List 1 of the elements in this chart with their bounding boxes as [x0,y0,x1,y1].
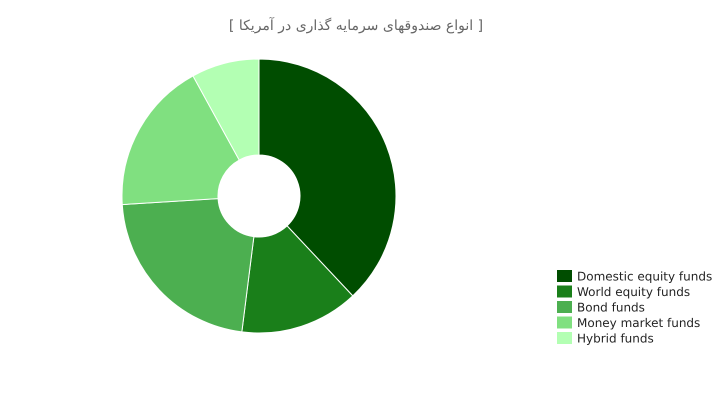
title: [ انواع صندوقهای سرمایه گذاری در آمریکا ] [228,18,484,34]
